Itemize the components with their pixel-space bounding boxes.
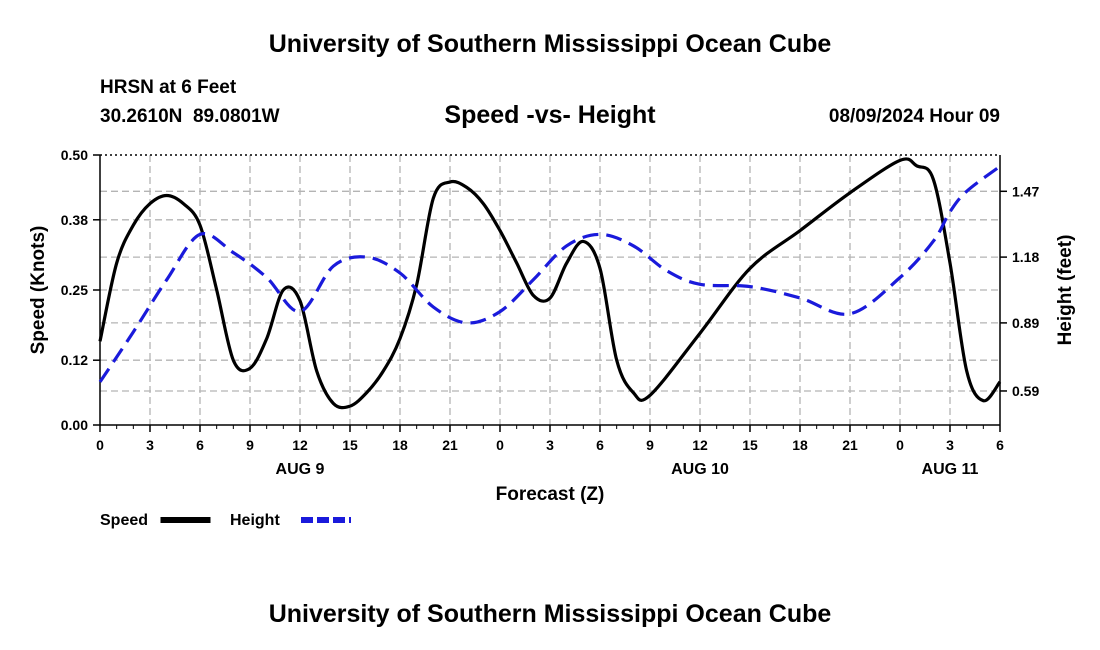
x-tick-label: 3	[546, 437, 554, 453]
x-tick-label: 9	[246, 437, 254, 453]
station-name: HRSN at 6 Feet	[100, 77, 237, 98]
x-tick-label: 3	[146, 437, 154, 453]
y-tick-label-left: 0.38	[61, 212, 88, 228]
y-tick-label-left: 0.12	[61, 352, 88, 368]
y-tick-label-right: 0.89	[1012, 315, 1039, 331]
x-axis-label: Forecast (Z)	[496, 484, 605, 505]
station-coords: 30.2610N 89.0801W	[100, 106, 280, 127]
x-tick-label: 21	[442, 437, 458, 453]
footer-title: University of Southern Mississippi Ocean…	[268, 600, 832, 628]
axis-ticks: 0 3 6 9 12 15 18 21 0 3 6 9 12 15 18 21 0 3 6 0.00 0.12 0.25 0…	[61, 147, 1040, 478]
series-lines	[98, 157, 1002, 410]
chart-title: Speed -vs- Height	[444, 101, 656, 129]
y-tick-label-right: 1.18	[1012, 249, 1039, 265]
grid-lines	[100, 155, 1000, 425]
x-tick-label: 12	[292, 437, 308, 453]
y-tick-label-right: 1.47	[1012, 183, 1039, 199]
y-tick-label-left: 0.50	[61, 147, 88, 163]
legend-label: Height	[230, 512, 280, 529]
y-axis-label-left: Speed (Knots)	[28, 226, 49, 355]
x-tick-label: 3	[946, 437, 954, 453]
x-tick-label: 6	[996, 437, 1004, 453]
x-tick-label: 18	[392, 437, 408, 453]
x-tick-label: 12	[692, 437, 708, 453]
x-tick-label: 15	[742, 437, 758, 453]
day-label: AUG 11	[922, 461, 979, 478]
y-tick-label-left: 0.00	[61, 417, 88, 433]
x-tick-label: 18	[792, 437, 808, 453]
forecast-timestamp: 08/09/2024 Hour 09	[828, 106, 1000, 127]
series-speed-line	[98, 157, 1002, 410]
x-tick-label: 0	[96, 437, 104, 453]
page-title: University of Southern Mississippi Ocean…	[268, 30, 832, 58]
x-tick-label: 15	[342, 437, 358, 453]
y-tick-label-right: 0.59	[1012, 383, 1039, 399]
x-tick-label: 9	[646, 437, 654, 453]
x-tick-label: 0	[896, 437, 904, 453]
x-tick-label: 6	[596, 437, 604, 453]
series-height-line	[98, 165, 1001, 383]
x-tick-label: 6	[196, 437, 204, 453]
day-label: AUG 9	[276, 461, 325, 478]
legend: Speed Height	[100, 512, 351, 529]
day-label: AUG 10	[671, 461, 729, 478]
y-axis-label-right: Height (feet)	[1055, 235, 1076, 346]
legend-label: Speed	[100, 512, 148, 529]
y-tick-label-left: 0.25	[61, 282, 88, 298]
x-tick-label: 0	[496, 437, 504, 453]
x-tick-label: 21	[842, 437, 858, 453]
